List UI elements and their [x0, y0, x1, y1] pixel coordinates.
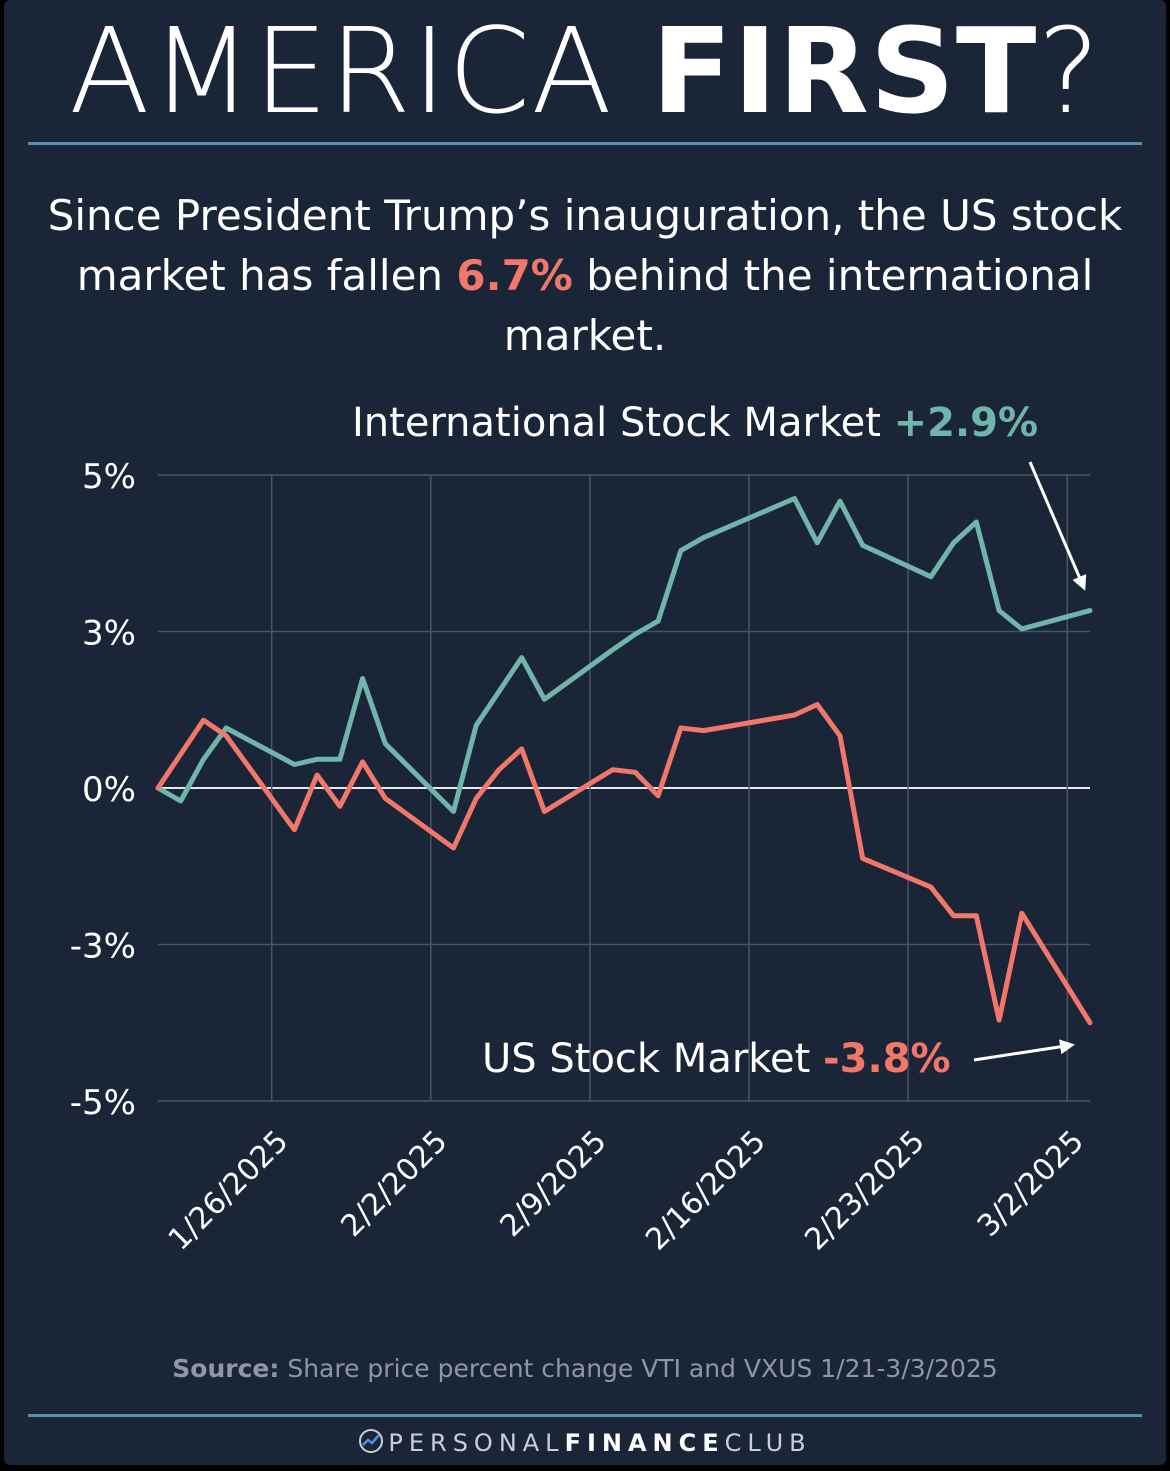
x-tick-label: 2/16/2025	[639, 1124, 773, 1258]
title-light: AMERICA	[68, 2, 652, 140]
x-tick-label: 2/23/2025	[798, 1124, 932, 1258]
x-tick-label: 3/2/2025	[971, 1124, 1091, 1244]
subtitle: Since President Trump’s inauguration, th…	[20, 186, 1150, 366]
bottom-divider	[28, 1414, 1142, 1417]
intl-arrow	[1028, 461, 1087, 591]
y-tick-label: 5%	[82, 457, 136, 497]
chart-grid	[158, 474, 1090, 1102]
intl-annotation-label: International Stock Market	[352, 400, 894, 446]
us-arrow	[973, 1039, 1075, 1062]
chart-logo-icon	[359, 1429, 384, 1453]
brand-end: CLUB	[724, 1429, 812, 1457]
title-mark: ?	[1037, 2, 1101, 140]
top-divider	[28, 142, 1142, 145]
title-bold: FIRST	[651, 2, 1038, 140]
y-tick-label: 3%	[82, 614, 136, 654]
subtitle-post: behind the international market.	[503, 251, 1094, 360]
brand-bold: FINANCE	[564, 1429, 725, 1457]
y-axis-ticks: 5% 3% 0% -3% -5%	[70, 457, 136, 1123]
source-label: Source:	[172, 1354, 280, 1383]
source-text: Share price percent change VTI and VXUS …	[279, 1354, 998, 1383]
chart-series	[155, 496, 1093, 1026]
y-tick-label: -5%	[70, 1083, 136, 1123]
x-tick-label: 2/2/2025	[334, 1124, 454, 1244]
source-note: Source: Share price percent change VTI a…	[0, 1354, 1170, 1383]
intl-annotation: International Stock Market +2.9%	[352, 400, 1038, 446]
brand-regular: PERSONAL	[388, 1429, 565, 1457]
us-annotation: US Stock Market -3.8%	[482, 1036, 951, 1082]
subtitle-pre: Since President Trump’s inauguration, th…	[47, 191, 1123, 300]
x-tick-label: 2/9/2025	[494, 1124, 614, 1244]
us-annotation-label: US Stock Market	[482, 1036, 824, 1082]
subtitle-highlight: 6.7%	[456, 251, 573, 300]
us-series-line	[155, 702, 1093, 1026]
international-series-line	[155, 496, 1093, 814]
brand-logo: PERSONALFINANCECLUB	[0, 1428, 1170, 1457]
x-axis-ticks: 1/26/2025 2/2/2025 2/9/2025 2/16/2025 2/23/2…	[162, 1124, 1091, 1258]
us-annotation-value: -3.8%	[823, 1036, 951, 1082]
x-tick-label: 1/26/2025	[162, 1124, 296, 1258]
intl-annotation-value: +2.9%	[893, 400, 1039, 446]
page-title: AMERICA FIRST?	[0, 6, 1170, 136]
y-tick-label: 0%	[82, 770, 136, 810]
annotation-arrows	[973, 461, 1087, 1062]
y-tick-label: -3%	[70, 927, 136, 967]
line-chart: 5%3%0%-3%-5% 1/26/2025 2/2/2025 2/9/2025 2/…	[70, 457, 1093, 1258]
